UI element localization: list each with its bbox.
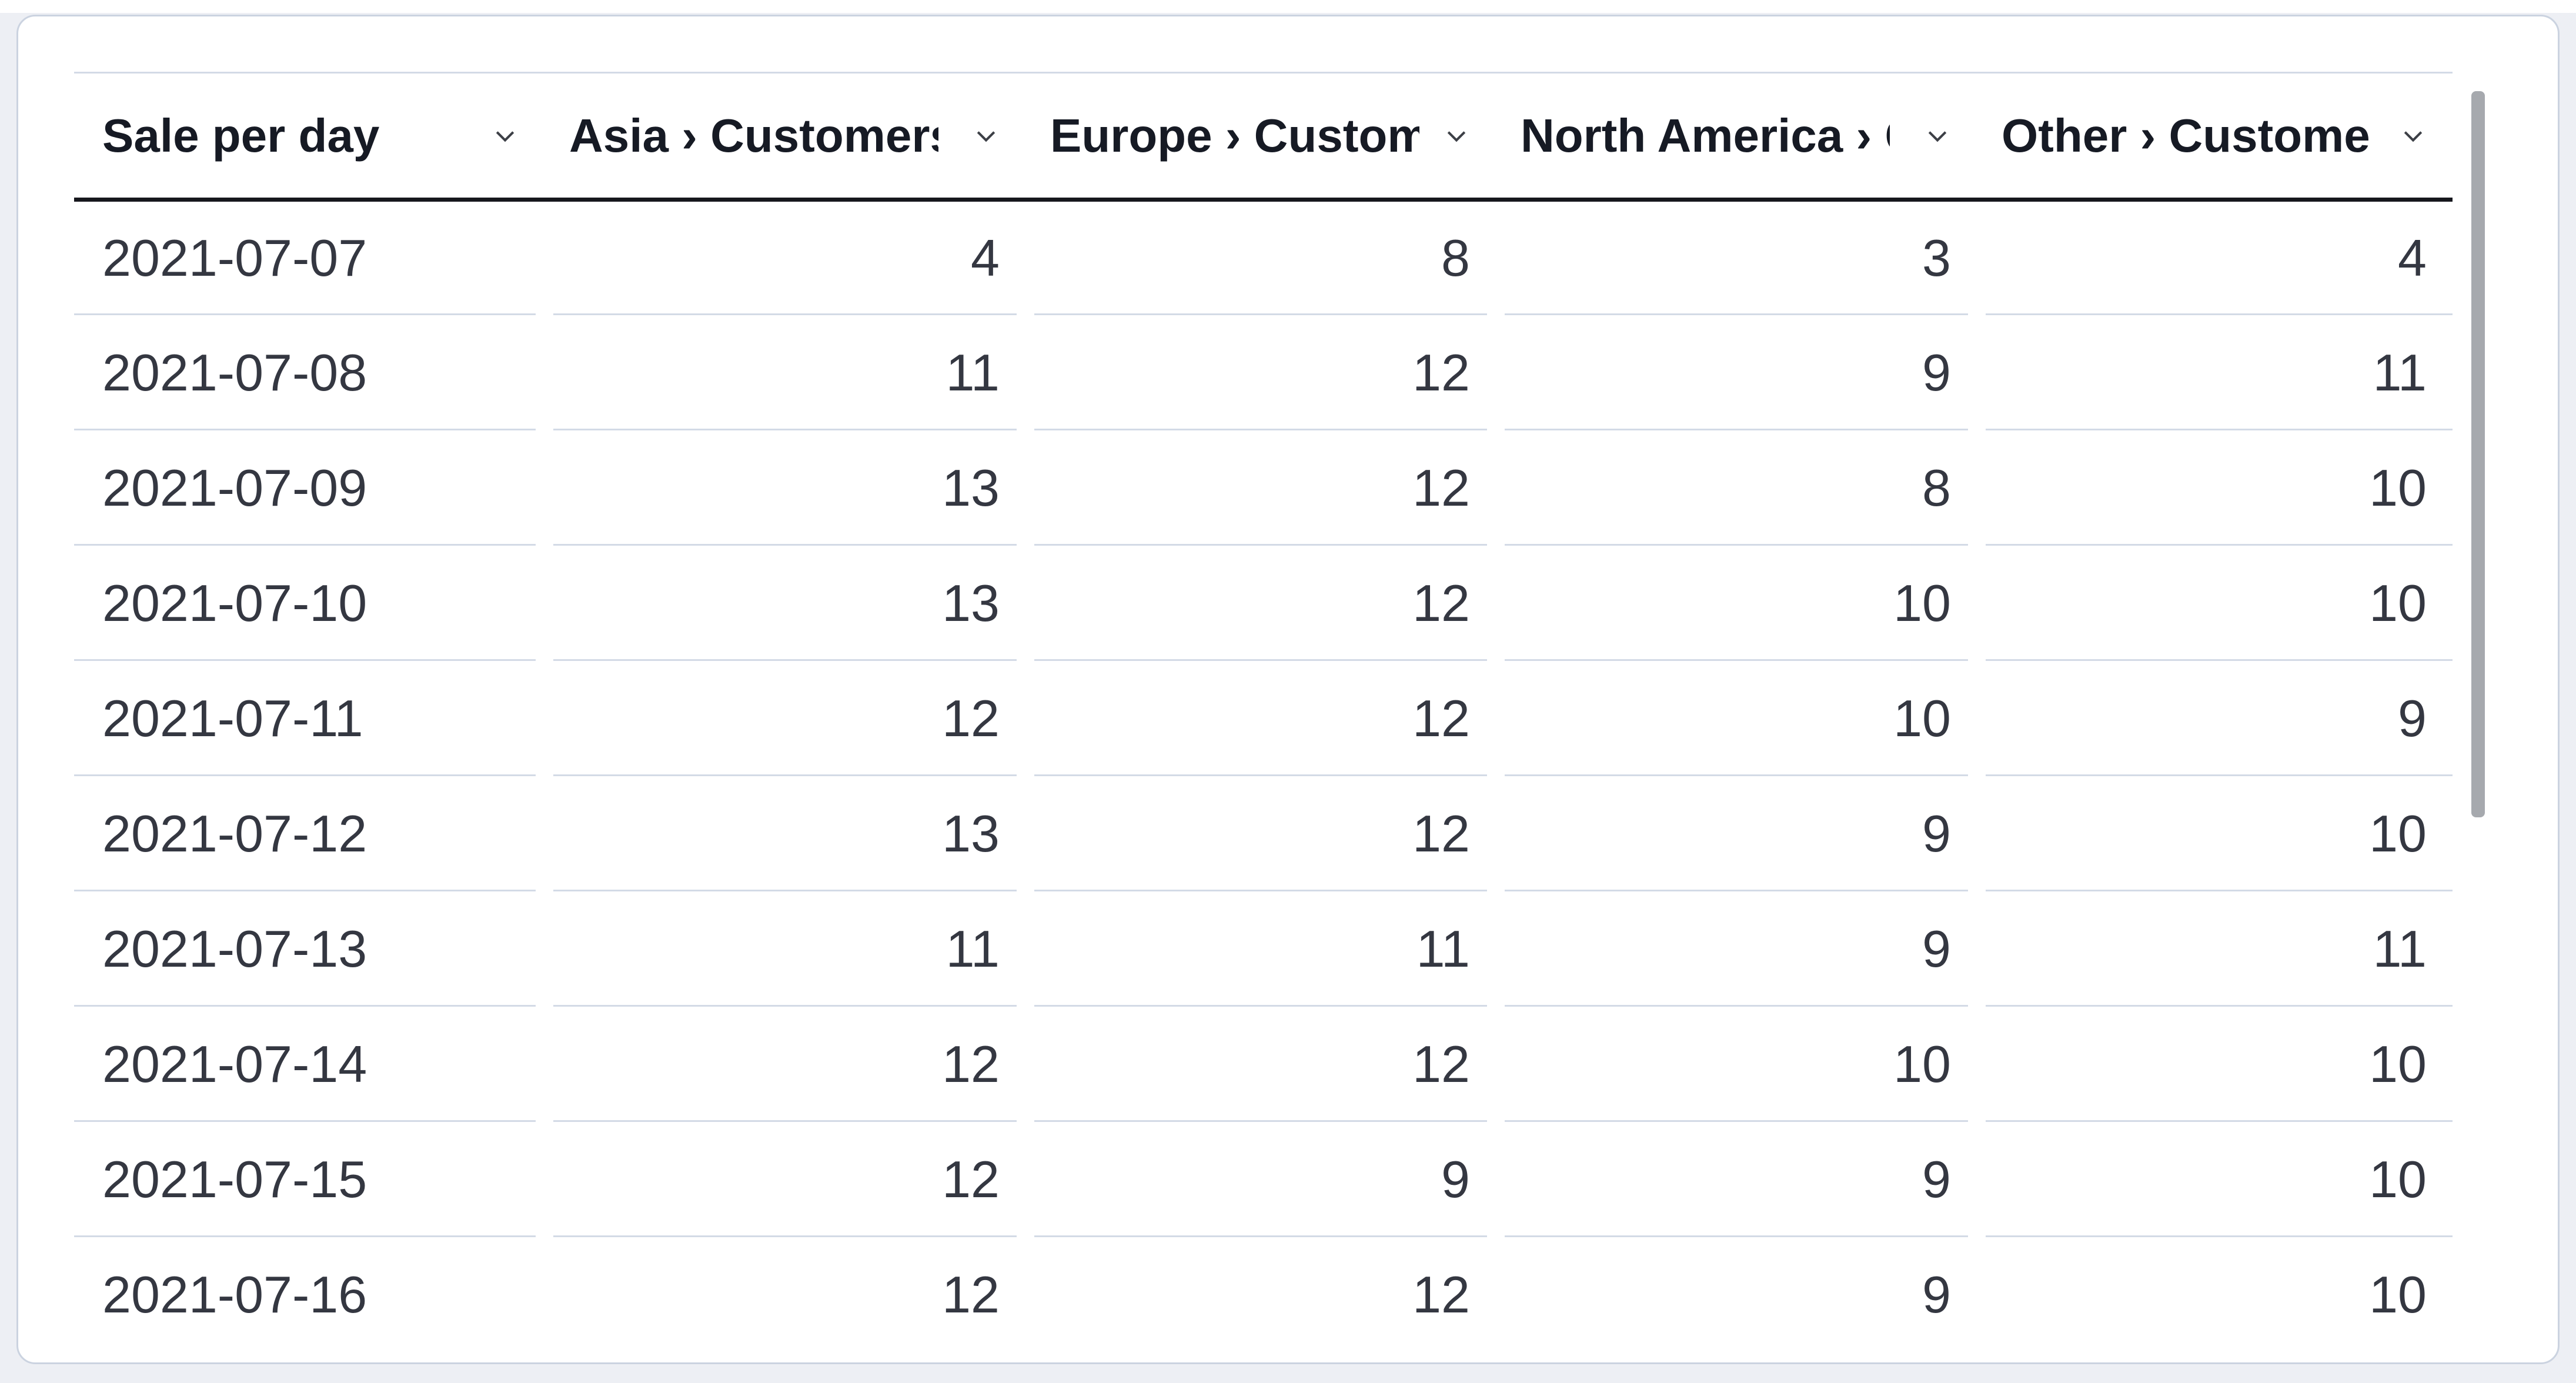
value-cell: 11 [544,315,1025,430]
value-cell: 10 [1496,545,1977,661]
value-cell: 11 [544,891,1025,1007]
value-cell: 12 [544,660,1025,776]
value-cell: 12 [1025,315,1496,430]
value-cell: 10 [1977,1006,2453,1122]
column-header-label: Other › Customers [2002,109,2371,162]
value-cell: 3 [1496,199,1977,315]
value-cell: 9 [1977,660,2453,776]
value-cell: 12 [1025,1006,1496,1122]
column-header-europe-customers[interactable]: Europe › Customers [1025,72,1496,202]
column-header-label: North America › Customers [1521,109,1890,162]
value-cell: 9 [1496,315,1977,430]
value-cell: 11 [1977,315,2453,430]
datatable: Sale per day Asia › Customers [74,72,2453,1352]
column-header-sale-per-day[interactable]: Sale per day [74,72,544,202]
datatable-card: Sale per day Asia › Customers [16,15,2560,1364]
date-cell: 2021-07-11 [74,660,544,776]
date-cell: 2021-07-09 [74,430,544,546]
date-cell: 2021-07-08 [74,315,544,430]
value-cell: 12 [942,1265,1000,1324]
value-cell: 10 [1977,1121,2453,1237]
value-cell: 10 [1977,430,2453,546]
table-row: 2021-07-09 13 12 8 10 [74,430,2453,546]
date-cell: 2021-07-13 [74,891,544,1007]
table-row: 2021-07-10 13 12 10 10 [74,545,2453,661]
value-cell: 9 [1922,1265,1951,1324]
table-row: 2021-07-12 13 12 9 10 [74,776,2453,891]
value-cell: 12 [1025,545,1496,661]
value-cell: 4 [1977,199,2453,315]
vertical-scrollbar-thumb[interactable] [2471,91,2485,817]
table-row: 2021-07-11 12 12 10 9 [74,660,2453,776]
date-cell: 2021-07-15 [74,1121,544,1237]
date-cell: 2021-07-12 [74,776,544,891]
value-cell: 13 [544,776,1025,891]
chevron-down-icon[interactable] [492,122,519,149]
sales-table: Sale per day Asia › Customers [74,72,2453,1352]
table-row: 2021-07-16 12 12 9 10 [74,1237,2453,1352]
value-cell: 8 [1025,199,1496,315]
value-cell: 9 [1496,776,1977,891]
value-cell: 10 [1496,660,1977,776]
value-cell: 10 [1977,545,2453,661]
value-cell: 9 [1496,891,1977,1007]
value-cell: 8 [1496,430,1977,546]
value-cell: 12 [1025,776,1496,891]
value-cell: 9 [1025,1121,1496,1237]
table-row: 2021-07-13 11 11 9 11 [74,891,2453,1007]
chevron-down-icon[interactable] [2400,122,2427,149]
date-cell: 2021-07-10 [74,545,544,661]
value-cell: 12 [544,1121,1025,1237]
chevron-down-icon[interactable] [1924,122,1951,149]
column-header-label: Sale per day [102,109,380,162]
table-row: 2021-07-07 4 8 3 4 [74,199,2453,315]
date-cell: 2021-07-07 [74,199,544,315]
value-cell: 13 [544,545,1025,661]
value-cell: 12 [544,1006,1025,1122]
column-header-north-america-customers[interactable]: North America › Customers [1496,72,1977,202]
value-cell: 10 [2369,1265,2427,1324]
value-cell: 11 [1025,891,1496,1007]
date-cell: 2021-07-16 [102,1265,367,1324]
column-header-other-customers[interactable]: Other › Customers [1977,72,2453,202]
table-row: 2021-07-15 12 9 9 10 [74,1121,2453,1237]
top-strip [0,0,2576,13]
value-cell: 12 [1412,1265,1470,1324]
chevron-down-icon[interactable] [1443,122,1470,149]
value-cell: 9 [1496,1121,1977,1237]
date-cell: 2021-07-14 [74,1006,544,1122]
column-header-label: Europe › Customers [1050,109,1419,162]
table-row: 2021-07-14 12 12 10 10 [74,1006,2453,1122]
column-header-asia-customers[interactable]: Asia › Customers [544,72,1025,202]
value-cell: 11 [1977,891,2453,1007]
value-cell: 10 [1977,776,2453,891]
chevron-down-icon[interactable] [973,122,1000,149]
header-row: Sale per day Asia › Customers [74,72,2453,202]
table-row: 2021-07-08 11 12 9 11 [74,315,2453,430]
value-cell: 12 [1025,660,1496,776]
value-cell: 10 [1496,1006,1977,1122]
value-cell: 13 [544,430,1025,546]
value-cell: 4 [544,199,1025,315]
value-cell: 12 [1025,430,1496,546]
column-header-label: Asia › Customers [569,109,938,162]
table-body: 2021-07-07 4 8 3 4 2021-07-08 11 12 9 11 2021-07-0… [74,199,2453,1352]
